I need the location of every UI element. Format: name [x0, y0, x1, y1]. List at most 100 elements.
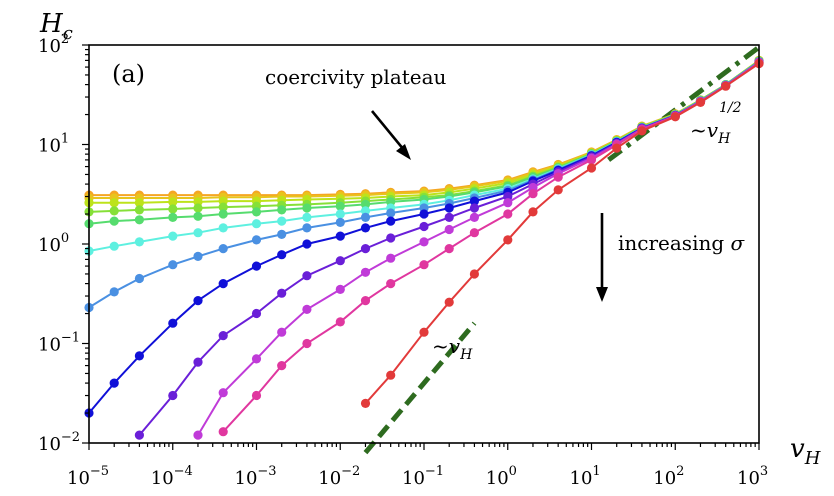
series-5-point — [251, 207, 262, 217]
x-axis-label: vH — [790, 434, 821, 469]
series-4-point — [168, 204, 178, 214]
annotation-increasing-sigma: increasing σ — [618, 231, 746, 255]
series-9-point — [419, 221, 429, 232]
x-tick-label: 10−4 — [151, 464, 193, 489]
guide-line-2 — [363, 321, 477, 455]
series-12-point — [503, 235, 513, 245]
y-axis-label: Hc — [39, 9, 73, 44]
series-7-point — [360, 212, 371, 222]
series-8-point — [277, 250, 287, 260]
series-6-point — [277, 216, 287, 226]
series-8-point — [419, 209, 429, 219]
series-7-point — [386, 208, 396, 218]
series-8-point — [218, 279, 228, 289]
y-tick-label: 10−2 — [38, 430, 80, 455]
series-9-point — [444, 212, 454, 222]
series-12-point — [695, 97, 706, 107]
x-tick-label: 103 — [737, 464, 768, 489]
series-12-point — [670, 112, 680, 122]
y-tick-label: 101 — [38, 132, 69, 157]
series-9-point — [218, 331, 228, 341]
series-7-point — [193, 251, 203, 261]
series-5-point — [360, 199, 371, 209]
series-12-point — [386, 370, 396, 380]
series-4-point — [218, 202, 228, 212]
x-tick-label: 101 — [570, 464, 601, 489]
series-10-point — [218, 388, 228, 398]
series-7-point — [109, 287, 119, 297]
series-12-point — [444, 297, 454, 307]
series-3-point — [109, 198, 119, 208]
series-8-point — [469, 196, 479, 206]
series-10-point — [360, 267, 371, 277]
series-12-point — [721, 81, 731, 91]
series-4-point — [193, 203, 203, 213]
series-5-point — [109, 216, 119, 226]
series-6-point — [335, 209, 345, 219]
series-5-point — [335, 201, 345, 211]
series-11-point — [335, 317, 345, 327]
series-6-point — [193, 228, 203, 238]
series-9-point — [168, 390, 178, 401]
series-11-point — [360, 296, 371, 306]
series-12-point — [637, 126, 647, 136]
y-tick-label: 10−1 — [38, 331, 80, 356]
series-11-point — [386, 279, 396, 289]
y-tick-label: 100 — [38, 231, 69, 256]
series-11-point — [302, 338, 312, 349]
series-6-point — [360, 206, 371, 216]
series-3-point — [168, 197, 178, 207]
annotation-slope-half: ~vH1/2 — [690, 100, 742, 147]
series-9-point — [277, 288, 287, 298]
series-7-point — [134, 273, 144, 284]
series-8-point — [193, 296, 203, 306]
series-9-point — [302, 271, 312, 281]
series-6-point — [251, 219, 262, 229]
series-6-point — [134, 237, 144, 247]
series-8-point — [134, 351, 144, 361]
series-10-point — [386, 253, 396, 263]
x-tick-label: 10−5 — [67, 464, 109, 489]
series-8-point — [251, 261, 262, 271]
series-5-point — [302, 203, 312, 213]
series-8-point — [335, 231, 345, 241]
series-9-point — [360, 244, 371, 254]
arrow-plateau — [370, 110, 411, 160]
series-12-point — [586, 163, 597, 173]
series-11-point — [553, 172, 563, 182]
series-10-point — [503, 198, 513, 208]
series-6-point — [218, 223, 228, 233]
series-10-point — [251, 354, 262, 364]
annotation-plateau: coercivity plateau — [265, 65, 447, 89]
series-12-point — [553, 185, 563, 195]
series-12-point — [360, 398, 371, 408]
series-layer — [84, 45, 764, 455]
series-9-point — [251, 308, 262, 319]
series-5-point — [168, 212, 178, 222]
series-11-point — [251, 390, 262, 401]
series-10-point — [335, 284, 345, 294]
series-4-point — [134, 205, 144, 215]
series-6-point — [109, 241, 119, 251]
series-7-point — [168, 260, 178, 270]
series-5-point — [134, 215, 144, 225]
x-tick-label: 10−2 — [318, 464, 360, 489]
series-7-point — [302, 223, 312, 233]
series-11-point — [528, 189, 538, 199]
series-8-point — [386, 216, 396, 226]
series-11-point — [469, 228, 479, 238]
arrow-increasing-sigma — [596, 213, 608, 302]
series-12-point — [419, 327, 429, 337]
series-11-point — [503, 209, 513, 219]
axis-ticks: 10−5 10−4 10−3 10−2 10−1 100 101 102 103 10−2 10−1… — [38, 32, 768, 489]
series-10-point — [302, 304, 312, 314]
series-11-point — [277, 361, 287, 371]
series-11-point — [218, 427, 228, 437]
x-tick-label: 10−1 — [402, 464, 444, 489]
series-10-point — [419, 237, 429, 247]
series-8-point — [302, 239, 312, 249]
series-5-point — [193, 211, 203, 221]
series-7-point — [218, 244, 228, 254]
x-tick-label: 100 — [486, 464, 517, 489]
